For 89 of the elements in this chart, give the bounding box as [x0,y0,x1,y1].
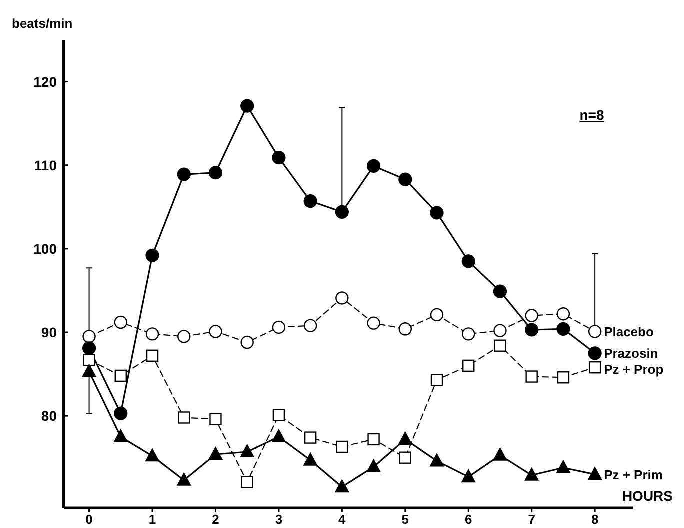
point [83,354,96,366]
point [588,467,602,480]
point [399,452,412,464]
point [366,460,381,473]
point [366,159,381,173]
point [462,254,476,268]
point [272,151,286,165]
point [82,364,96,378]
point [398,322,412,336]
point [304,432,317,444]
point [588,362,602,374]
x-tick-label: 4 [338,512,347,527]
x-tick-label: 0 [86,512,93,527]
point [430,374,444,386]
series-label: Pz + Prop [604,362,664,378]
point [556,322,570,336]
point [335,480,350,493]
point [494,324,507,338]
point [272,429,286,442]
point [178,412,190,424]
point [462,360,475,372]
point [146,328,160,341]
point [146,248,160,262]
point [114,406,128,420]
x-tick-label: 2 [212,512,220,527]
point [241,476,254,488]
point [335,205,349,219]
point [430,308,444,322]
point [178,330,191,344]
y-tick-label: 120 [34,74,58,90]
point [525,309,538,322]
point [114,370,127,382]
point [398,172,412,186]
point [209,325,222,338]
point [177,472,192,486]
point [210,413,222,426]
series-label: Placebo [604,324,654,340]
x-tick-label: 6 [465,512,472,527]
point [556,460,570,474]
point [493,448,508,461]
point [177,168,191,182]
point [526,370,538,383]
series-label: Pz + Prim [604,467,663,482]
point [240,336,254,350]
point [588,325,602,338]
point [462,328,476,341]
series-label: Prazosin [604,346,658,362]
x-tick-label: 5 [402,512,410,527]
point [524,468,539,481]
annotation: n=8 [580,107,604,123]
y-tick-label: 80 [41,408,58,424]
point [146,350,159,362]
point [556,308,570,321]
y-axis-title: beats/min [12,16,73,31]
point [208,447,223,460]
point [367,316,380,330]
point [430,206,444,220]
point [114,316,128,330]
point [557,372,570,384]
point [304,452,318,466]
point [82,330,96,344]
point [272,320,286,334]
point [304,194,318,208]
x-axis-title: HOURS [622,488,673,504]
point [398,432,412,445]
point [82,342,96,356]
point [240,444,254,458]
x-tick-label: 7 [528,512,536,527]
point [240,99,254,113]
y-tick-label: 90 [41,324,58,341]
point [336,440,348,454]
point [146,448,160,462]
x-tick-label: 1 [148,512,156,527]
point [493,284,508,298]
point [272,409,286,422]
point [494,340,506,352]
point [588,346,602,360]
point [368,433,380,446]
point [525,323,539,337]
point [336,292,349,305]
x-tick-label: 3 [275,512,283,527]
y-tick-label: 110 [34,157,58,174]
point [208,166,223,180]
point [430,454,444,467]
x-tick-label: 8 [591,512,599,527]
point [462,470,476,483]
y-tick-label: 100 [34,240,58,257]
point [304,319,318,332]
point [114,429,128,442]
